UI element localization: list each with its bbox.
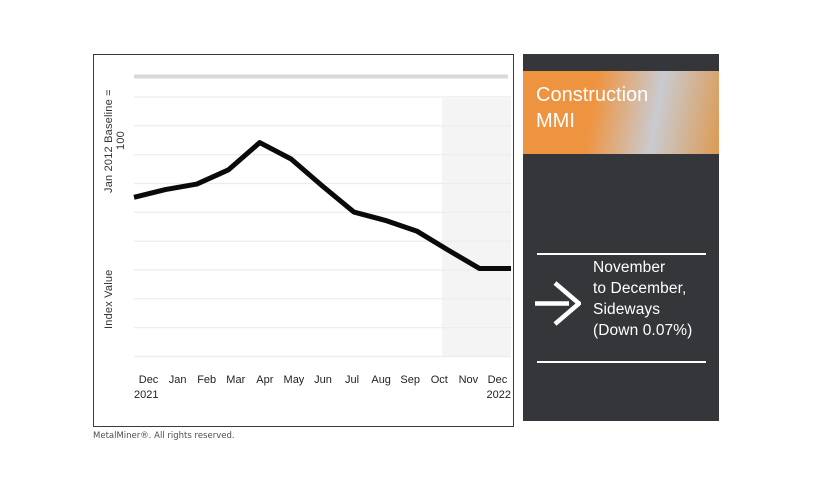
x-axis-month-label: Mar: [226, 374, 246, 386]
highlight-band: [441, 98, 512, 357]
x-axis-month-label: Jan: [168, 374, 187, 386]
panel-title: Construction MMI: [536, 84, 649, 132]
x-axis-month-label: Sep: [400, 374, 421, 386]
x-axis-month-label: Aug: [371, 374, 391, 386]
x-axis-month-label: Apr: [256, 374, 274, 386]
x-axis-month-label: Nov: [458, 374, 479, 386]
construction-mmi-banner: Construction MMI: [523, 71, 719, 154]
x-axis-year-end: 2022: [486, 389, 511, 401]
y-axis-label-baseline: Jan 2012 Baseline = 100: [103, 89, 127, 193]
top-axis-bar: [134, 74, 508, 79]
y-axis-label-index-value: Index Value: [103, 269, 115, 329]
mmi-line-chart: [133, 74, 512, 358]
x-axis-month-label: May: [283, 374, 305, 386]
x-axis-month-label: Feb: [197, 374, 217, 386]
x-axis-month-label: Oct: [430, 374, 448, 386]
x-axis-year-start: 2021: [134, 389, 159, 401]
x-axis-month-label: Dec: [138, 374, 159, 386]
x-axis-month-label: Jul: [345, 374, 360, 386]
trend-line: [133, 140, 512, 272]
trend-note: November to December, Sideways (Down 0.0…: [593, 259, 693, 339]
summary-panel: Construction MMI November to December, S…: [523, 54, 719, 421]
chart-card: Jan 2012 Baseline = 100 Index Value Dec J…: [93, 54, 514, 427]
x-axis-month-label: Jun: [314, 374, 332, 386]
divider-top: [537, 253, 706, 255]
right-arrow-icon: [535, 281, 581, 326]
divider-bottom: [537, 361, 706, 363]
x-axis-month-label: Dec: [487, 374, 508, 386]
copyright-text: MetalMiner®. All rights reserved.: [93, 431, 235, 441]
